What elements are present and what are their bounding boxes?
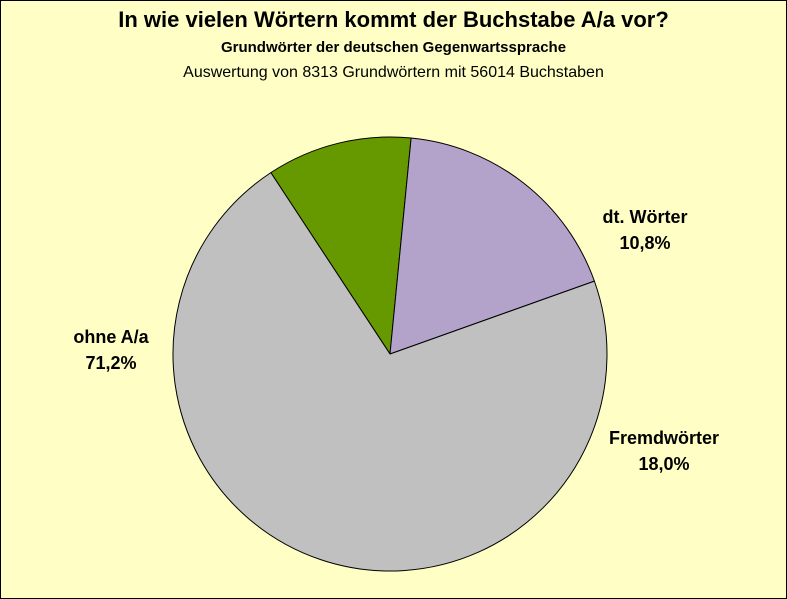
slice-label-fremdwoerter: Fremdwörter 18,0% (599, 425, 729, 477)
slice-value-label: 71,2% (85, 353, 137, 373)
pie-slice-0 (270, 136, 412, 355)
chart-title: In wie vielen Wörtern kommt der Buchstab… (118, 7, 669, 32)
pie-slice-1 (389, 137, 595, 355)
slice-label-dt-woerter: dt. Wörter 10,8% (580, 204, 710, 256)
slice-category-label: ohne A/a (73, 327, 149, 347)
slice-label-ohne-a: ohne A/a 71,2% (46, 324, 176, 376)
slice-value-label: 10,8% (619, 233, 671, 253)
slice-value-label: 18,0% (638, 454, 690, 474)
chart-note: Auswertung von 8313 Grundwörtern mit 560… (183, 64, 604, 81)
pie-slice-2 (172, 172, 608, 572)
slice-category-label: dt. Wörter (602, 207, 688, 227)
chart-subtitle: Grundwörter der deutschen Gegenwartsspra… (220, 39, 567, 56)
slice-category-label: Fremdwörter (608, 428, 720, 448)
